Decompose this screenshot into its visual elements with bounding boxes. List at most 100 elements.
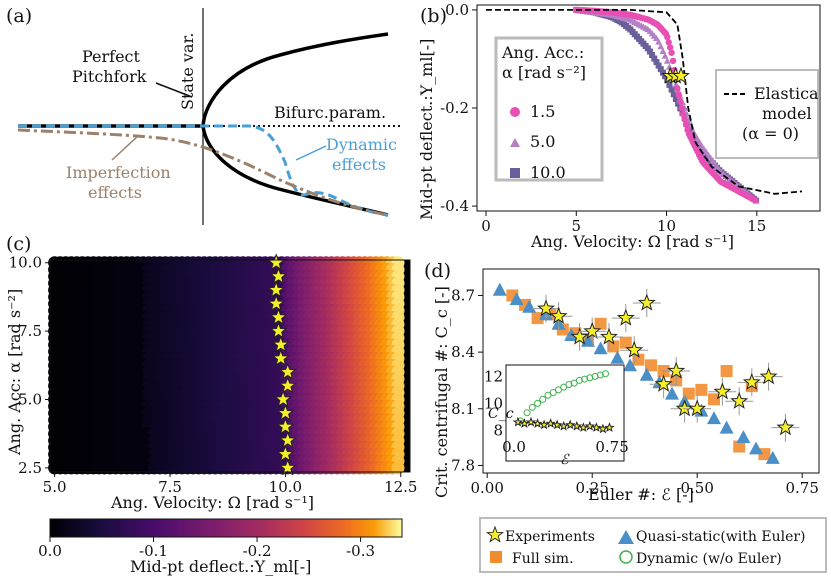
panel-b: (b) 0 5 10 15 0.0 -0.2 -0.4 Ang. Acc.: α [rad s… [417,1,821,251]
b-point-alpha-1-5 [752,197,759,204]
panel-c-ylabel: Ang. Acc: α [rad s⁻²] [5,289,24,456]
inset-ytick-label: 8 [493,421,503,439]
inset-experiment-star [545,418,556,428]
d-quasi-static-point [765,450,780,464]
inset-experiment-star [571,420,582,431]
b-ytick-label: 0.0 [445,1,469,19]
c-critical-star [267,294,286,312]
b-point-alpha-1-5 [681,116,688,123]
b-ytick-label: -0.2 [440,99,469,117]
d-quasi-static-point [610,350,625,364]
d-quasi-static-point [623,358,637,372]
b-point-alpha-5 [666,63,673,70]
c-ytick-label: 7.5 [18,322,42,340]
d-quasi-static-point [665,386,679,400]
b-point-alpha-10 [670,91,677,98]
legend-d-dynamic: Dynamic (w/o Euler) [636,551,782,567]
d-experiment-star [776,418,795,436]
panel-b-ylabel: Mid-pt deflect.:Y_ml[-] [417,39,436,220]
panel-d-inset [505,364,625,462]
d-xtick-label: 0.25 [575,479,608,497]
legend-b-title: Ang. Acc.: α [rad s⁻²] [501,43,586,82]
d-xtick-label: 0.50 [680,479,713,497]
d-xtick-label: 0.00 [470,479,503,497]
d-experiment-star [583,321,602,339]
inset-xtick-label: 0.0 [502,438,526,456]
b-xtick-label: 5 [572,217,582,235]
panel-c: (c) 5.0 7.5 10.0 12.52.55.07.510.0 Ang. Vel… [5,233,417,576]
panel-d-ylabel: Crit. centrifugal #: C_c [-] [432,286,451,498]
c-critical-star [271,349,290,367]
legend-b-marker-1 [510,107,520,117]
b-point-alpha-10 [649,52,656,59]
b-point-alpha-1-5 [664,33,671,41]
d-experiment-star [688,399,707,417]
legend-d-full-sim: Full sim. [512,551,574,567]
inset-experiment-star [584,420,596,431]
d-full-sim-point [531,312,544,325]
b-point-alpha-1-5 [682,121,690,128]
b-point-alpha-10 [644,45,651,52]
d-full-sim-point [720,365,733,377]
inset-experiment-star [519,418,530,428]
b-point-alpha-5 [657,42,665,50]
b-point-alpha-10 [668,86,675,93]
colorbar-ticks: 0.0 -0.1 -0.2 -0.3 [38,537,375,560]
d-quasi-static-point [736,430,751,444]
dynamic-label: Dynamic effects [326,135,397,174]
inset-dynamic-point [586,374,594,382]
inset-dynamic-point [591,372,599,380]
panel-c-xlabel: Ang. Velocity: Ω [rad s⁻¹] [110,493,314,512]
c-xtick-label: 12.5 [384,478,417,496]
d-full-sim-point [619,336,632,349]
panel-c-frame [49,259,411,473]
inset-experiment-star [597,423,609,434]
c-critical-star [278,458,297,476]
panel-d-frame [482,268,820,474]
inset-dynamic-point [523,409,531,417]
c-ytick-label: 10.0 [9,254,42,272]
b-point-alpha-10 [655,62,662,69]
b-xtick-label: 0 [481,217,491,235]
panel-a-xlabel: Bifurc.param. [274,103,386,122]
colorbar-tick-label: -0.1 [139,542,168,560]
colorbar-tick-label: 0.0 [38,542,62,560]
colorbar-tick-label: -0.2 [243,542,272,560]
panel-d-inset-plot: 0.0 0.75 8 10 12 [484,367,629,456]
inset-experiment-star [551,419,563,430]
b-point-alpha-10 [646,48,653,55]
inset-experiment-star [532,418,543,428]
d-experiment-star [667,361,686,379]
b-elastica-line [486,9,803,195]
b-point-alpha-5 [661,52,669,59]
d-quasi-static-point [694,403,709,417]
colorbar-label: Mid-pt deflect.:Y_ml[-] [130,557,311,576]
b-critical-star [672,66,690,84]
b-point-alpha-1-5 [666,44,674,51]
d-quasi-static-point [593,341,608,355]
b-point-alpha-5 [659,47,667,54]
d-experiment-star [549,306,568,324]
d-quasi-static-point [509,292,524,306]
b-xtick-label: 10 [657,217,676,235]
c-critical-star [278,362,297,380]
d-quasi-static-point [707,411,721,425]
c-critical-star [276,444,295,462]
c-ytick-label: 5.0 [18,391,42,409]
d-full-sim-point [594,317,607,330]
b-point-alpha-10 [657,66,664,73]
d-full-sim-point [695,383,708,396]
panel-b-elastica-legend [715,69,819,159]
inset-xtick-label: 0.75 [595,438,628,456]
panel-b-plot: 0 5 10 15 0.0 -0.2 -0.4 [440,1,803,235]
d-experiment-star [616,308,635,326]
panel-d-legend [479,517,827,573]
inset-ylabel: C_c [488,406,514,422]
perfect-pitchfork-arrow [155,82,193,98]
inset-dynamic-point [596,371,604,379]
d-quasi-static-point [564,328,579,342]
c-critical-star [267,280,286,298]
c-critical-star [276,417,295,435]
panel-d-label: (d) [424,260,451,282]
